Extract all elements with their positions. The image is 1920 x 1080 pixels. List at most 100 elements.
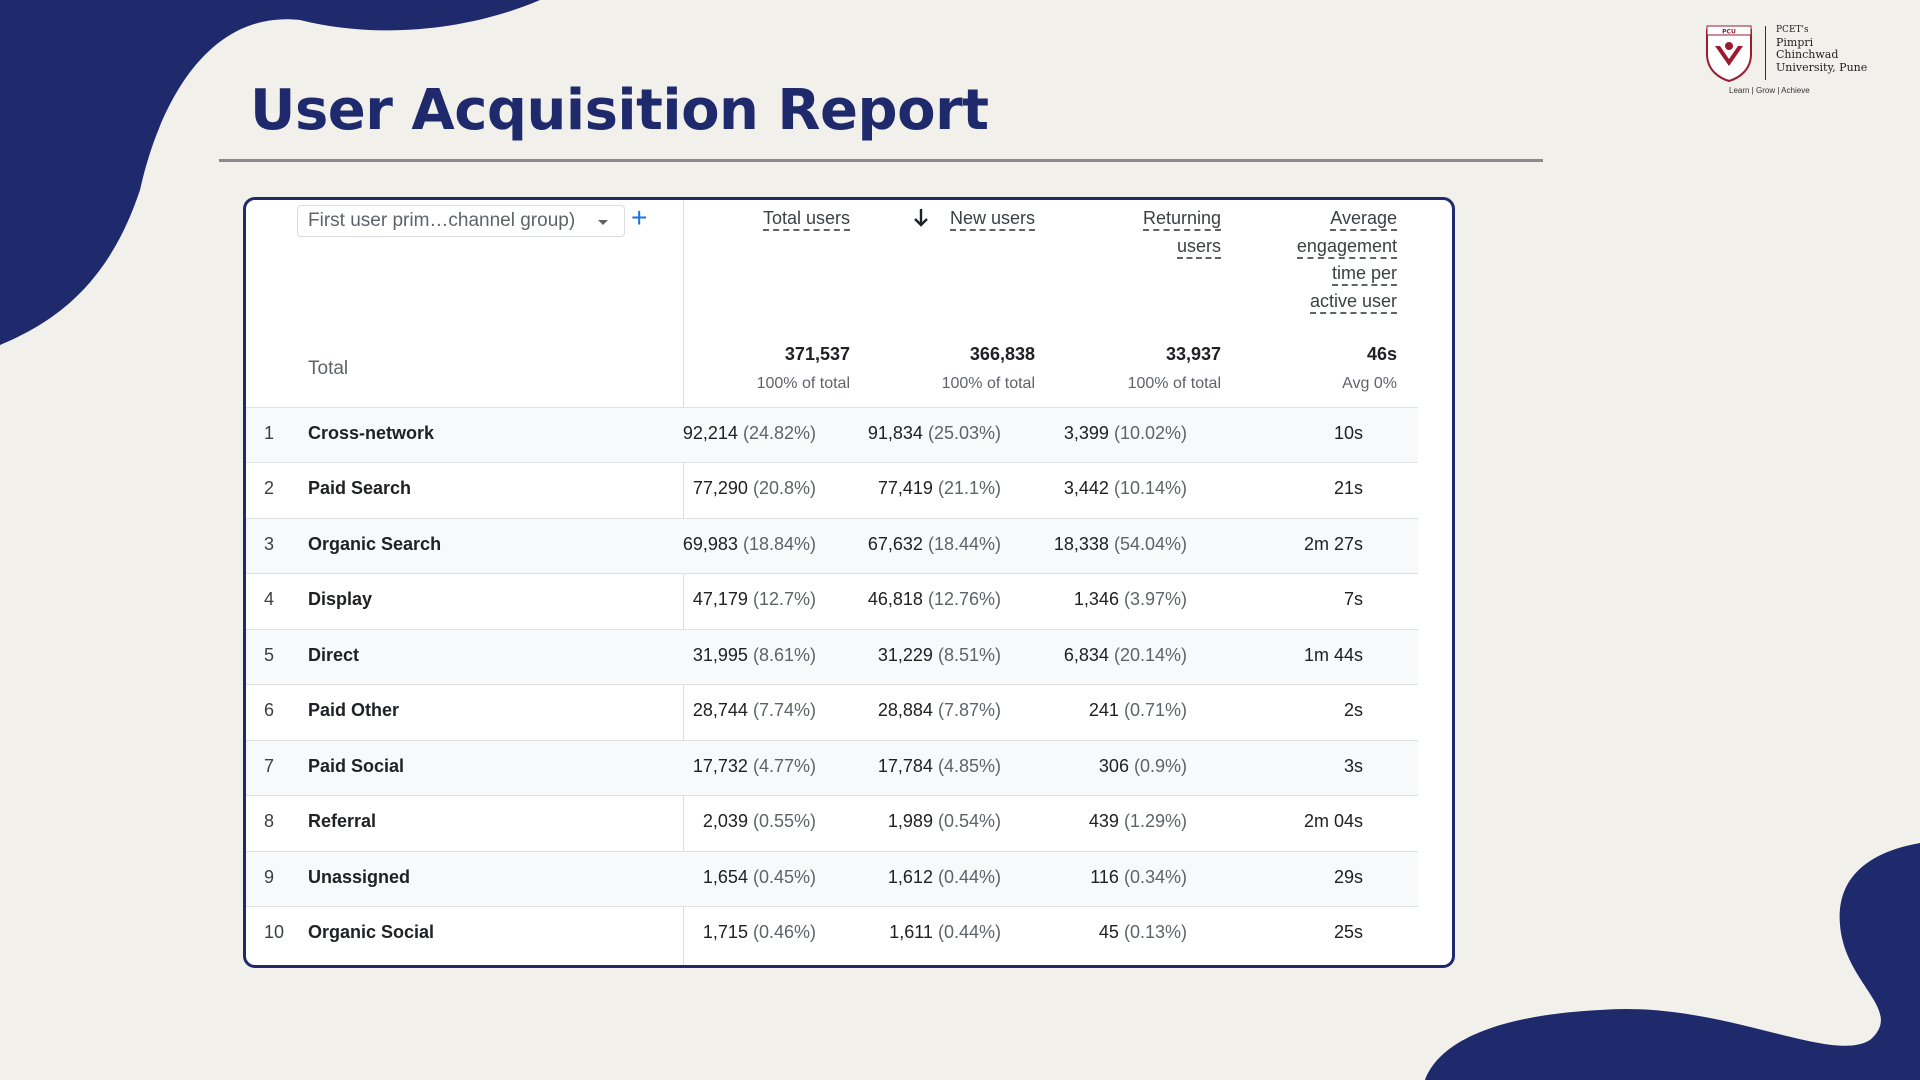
add-dimension-button[interactable]: + bbox=[631, 202, 648, 233]
total-users-subtext: 100% of total bbox=[756, 375, 850, 392]
row-returning-users: 45 (0.13%) bbox=[1098, 922, 1187, 942]
page-title: User Acquisition Report bbox=[250, 78, 989, 143]
row-new-users: 46,818 (12.76%) bbox=[867, 589, 1001, 609]
row-avg-engagement: 2m 04s bbox=[1303, 811, 1363, 831]
header-new-users[interactable]: New users bbox=[949, 205, 1035, 233]
table-row[interactable]: 8 Referral 2,039 (0.55%) 1,989 (0.54%) 439 (… bbox=[246, 795, 1418, 850]
row-new-users: 77,419 (21.1%) bbox=[877, 478, 1001, 498]
row-total-users: 17,732 (4.77%) bbox=[692, 756, 816, 776]
dimension-select[interactable]: First user prim…channel group) bbox=[297, 205, 625, 237]
row-total-users: 1,715 (0.46%) bbox=[702, 922, 816, 942]
row-new-users: 28,884 (7.87%) bbox=[877, 700, 1001, 720]
row-total-users: 2,039 (0.55%) bbox=[702, 811, 816, 831]
header-avg-engagement[interactable]: Average engagement time per active user bbox=[1296, 205, 1397, 315]
table-row[interactable]: 1 Cross-network 92,214 (24.82%) 91,834 (25.… bbox=[246, 407, 1418, 462]
row-rank: 10 bbox=[264, 922, 285, 942]
avg-engagement-value: 46s bbox=[1366, 344, 1397, 364]
logo-line-4: University, Pune bbox=[1776, 60, 1868, 74]
sort-arrow-down-icon[interactable] bbox=[913, 208, 929, 228]
title-divider bbox=[219, 159, 1543, 162]
row-channel[interactable]: Cross-network bbox=[308, 423, 435, 443]
row-avg-engagement: 3s bbox=[1343, 756, 1363, 776]
row-channel[interactable]: Unassigned bbox=[308, 867, 411, 887]
row-new-users: 1,612 (0.44%) bbox=[887, 867, 1001, 887]
new-users-subtext: 100% of total bbox=[941, 375, 1035, 392]
row-returning-users: 306 (0.9%) bbox=[1098, 756, 1187, 776]
row-channel[interactable]: Paid Other bbox=[308, 700, 400, 720]
total-label: Total bbox=[308, 358, 349, 379]
row-rank: 2 bbox=[264, 478, 275, 498]
header-engagement-line-2: engagement bbox=[1296, 235, 1397, 259]
row-total-users: 31,995 (8.61%) bbox=[692, 645, 816, 665]
row-rank: 8 bbox=[264, 811, 275, 831]
row-returning-users: 6,834 (20.14%) bbox=[1063, 645, 1187, 665]
header-engagement-line-1: Average bbox=[1330, 208, 1397, 231]
row-channel[interactable]: Paid Social bbox=[308, 756, 405, 776]
row-channel[interactable]: Referral bbox=[308, 811, 377, 831]
row-new-users: 1,611 (0.44%) bbox=[889, 922, 1001, 942]
row-returning-users: 3,442 (10.14%) bbox=[1063, 478, 1187, 498]
row-rank: 7 bbox=[264, 756, 275, 776]
avg-engagement-subtext: Avg 0% bbox=[1342, 375, 1397, 392]
row-rank: 9 bbox=[264, 867, 275, 887]
new-users-value: 366,838 bbox=[969, 344, 1035, 364]
top-left-blob bbox=[0, 0, 540, 345]
row-avg-engagement: 10s bbox=[1333, 423, 1363, 443]
row-returning-users: 1,346 (3.97%) bbox=[1073, 589, 1187, 609]
header-returning-line-1: Returning bbox=[1142, 208, 1221, 231]
logo-tagline: Learn | Grow | Achieve bbox=[1729, 86, 1810, 95]
row-total-users: 69,983 (18.84%) bbox=[682, 534, 816, 554]
logo-line-2: Pimpri bbox=[1776, 35, 1814, 49]
svg-text:PCU: PCU bbox=[1722, 29, 1736, 36]
row-returning-users: 439 (1.29%) bbox=[1088, 811, 1187, 831]
header-new-users-label: New users bbox=[949, 208, 1035, 231]
logo-divider bbox=[1765, 26, 1766, 80]
logo-text: PCET's Pimpri Chinchwad University, Pune bbox=[1776, 24, 1867, 74]
table-row[interactable]: 7 Paid Social 17,732 (4.77%) 17,784 (4.85%)… bbox=[246, 740, 1418, 795]
row-channel[interactable]: Display bbox=[308, 589, 373, 609]
logo-line-3: Chinchwad bbox=[1776, 48, 1839, 61]
table-row[interactable]: 3 Organic Search 69,983 (18.84%) 67,632 (18… bbox=[246, 518, 1418, 573]
header-total-users[interactable]: Total users bbox=[762, 205, 850, 233]
table-row[interactable]: 9 Unassigned 1,654 (0.45%) 1,612 (0.44%) 116… bbox=[246, 851, 1418, 906]
row-total-users: 47,179 (12.7%) bbox=[692, 589, 816, 609]
row-avg-engagement: 1m 44s bbox=[1303, 645, 1363, 665]
shield-icon: PCU bbox=[1706, 25, 1752, 82]
column-divider bbox=[683, 200, 684, 965]
table-row[interactable]: 10 Organic Social 1,715 (0.46%) 1,611 (0.44… bbox=[246, 906, 1418, 961]
row-channel[interactable]: Paid Search bbox=[308, 478, 412, 498]
row-returning-users: 18,338 (54.04%) bbox=[1053, 534, 1187, 554]
table-row[interactable]: 6 Paid Other 28,744 (7.74%) 28,884 (7.87%) 2… bbox=[246, 684, 1418, 739]
bottom-right-blob bbox=[1425, 843, 1920, 1080]
total-users-value: 371,537 bbox=[784, 344, 850, 364]
row-channel[interactable]: Direct bbox=[308, 645, 360, 665]
header-returning-users[interactable]: Returning users bbox=[1142, 205, 1221, 260]
header-returning-line-2: users bbox=[1176, 235, 1221, 259]
row-returning-users: 116 (0.34%) bbox=[1090, 867, 1187, 887]
row-returning-users: 3,399 (10.02%) bbox=[1063, 423, 1187, 443]
row-avg-engagement: 2m 27s bbox=[1303, 534, 1363, 554]
row-total-users: 92,214 (24.82%) bbox=[682, 423, 816, 443]
row-rank: 4 bbox=[264, 589, 275, 609]
row-new-users: 67,632 (18.44%) bbox=[867, 534, 1001, 554]
row-rank: 5 bbox=[264, 645, 275, 665]
row-rank: 6 bbox=[264, 700, 275, 720]
header-engagement-line-3: time per bbox=[1331, 263, 1397, 286]
header-engagement-line-4: active user bbox=[1309, 290, 1397, 314]
table-row[interactable]: 2 Paid Search 77,290 (20.8%) 77,419 (21.1%)… bbox=[246, 462, 1418, 517]
row-new-users: 31,229 (8.51%) bbox=[877, 645, 1001, 665]
row-avg-engagement: 21s bbox=[1333, 478, 1363, 498]
row-rank: 3 bbox=[264, 534, 275, 554]
row-new-users: 17,784 (4.85%) bbox=[877, 756, 1001, 776]
row-new-users: 91,834 (25.03%) bbox=[867, 423, 1001, 443]
dimension-select-label: First user prim…channel group) bbox=[308, 210, 576, 231]
row-avg-engagement: 25s bbox=[1333, 922, 1363, 942]
university-logo: PCU PCET's Pimpri Chinchwad University, … bbox=[1703, 22, 1883, 98]
returning-users-subtext: 100% of total bbox=[1127, 375, 1221, 392]
row-channel[interactable]: Organic Social bbox=[308, 922, 435, 942]
table-row[interactable]: 4 Display 47,179 (12.7%) 46,818 (12.76%) 1,3… bbox=[246, 573, 1418, 628]
table-row[interactable]: 5 Direct 31,995 (8.61%) 31,229 (8.51%) 6,834… bbox=[246, 629, 1418, 684]
logo-line-1: PCET's bbox=[1776, 25, 1809, 35]
row-channel[interactable]: Organic Search bbox=[308, 534, 442, 554]
